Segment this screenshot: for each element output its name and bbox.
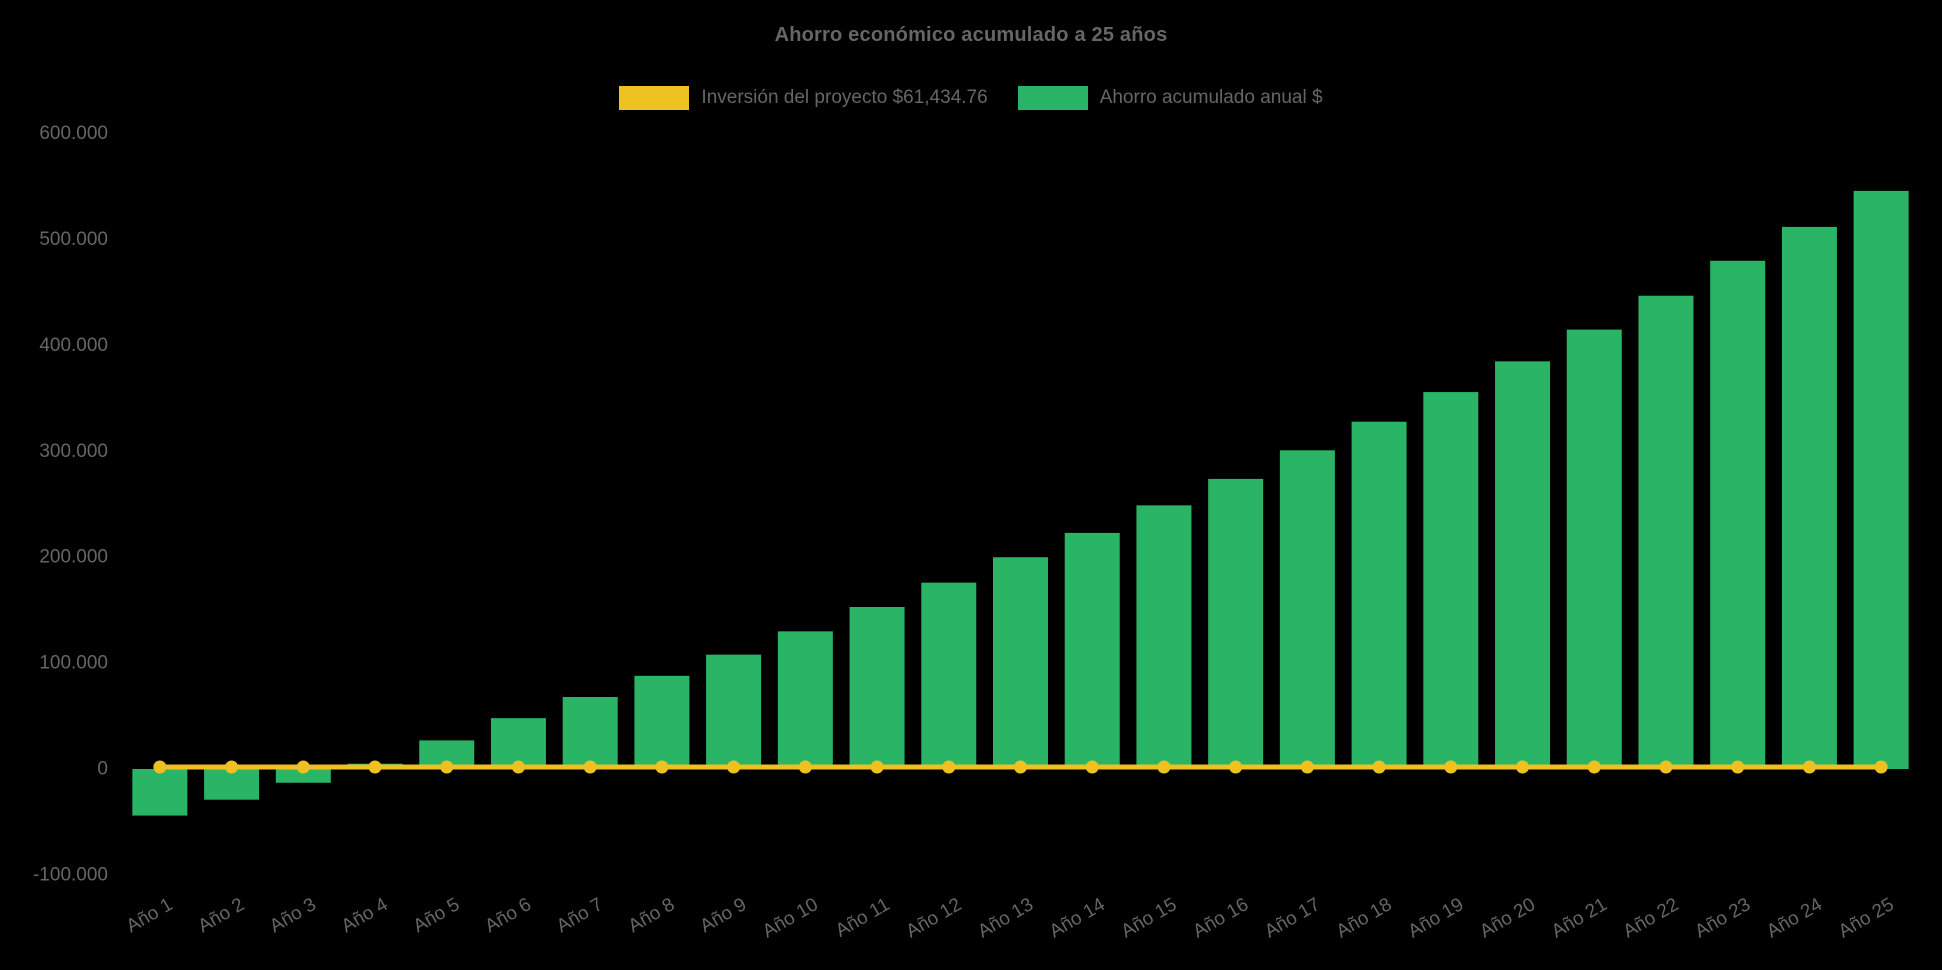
investment-point — [1802, 760, 1816, 774]
legend-item-investment[interactable]: Inversión del proyecto $61,434.76 — [619, 86, 988, 110]
savings-bar — [1351, 421, 1407, 769]
savings-bar — [777, 631, 833, 769]
investment-point — [798, 760, 812, 774]
y-axis-tick-label: 300.000 — [39, 441, 108, 462]
investment-point — [870, 760, 884, 774]
investment-point — [1874, 760, 1888, 774]
savings-bar — [921, 582, 977, 769]
savings-bar — [204, 769, 260, 800]
savings-bar — [634, 675, 690, 769]
x-axis-tick-label: Año 9 — [697, 894, 751, 937]
legend: Inversión del proyecto $61,434.76 Ahorro… — [0, 86, 1942, 110]
x-axis-tick-label: Año 23 — [1692, 894, 1755, 942]
x-axis-tick-label: Año 21 — [1548, 894, 1611, 942]
investment-point — [727, 760, 741, 774]
savings-bar — [275, 769, 331, 783]
savings-bar — [562, 697, 618, 769]
y-axis-tick-label: 500.000 — [39, 229, 108, 250]
investment-point — [368, 760, 382, 774]
y-axis-tick-label: -100.000 — [33, 864, 108, 885]
savings-bar — [1638, 295, 1694, 769]
savings-bar — [706, 654, 762, 769]
x-axis-tick-label: Año 24 — [1763, 894, 1826, 943]
x-axis-tick-label: Año 8 — [625, 894, 679, 937]
x-axis-tick-label: Año 22 — [1620, 894, 1683, 942]
investment-point — [1229, 760, 1243, 774]
savings-bar — [1566, 329, 1622, 769]
legend-label-savings: Ahorro acumulado anual $ — [1099, 87, 1323, 108]
x-axis-tick-label: Año 17 — [1261, 894, 1324, 942]
y-axis-tick-label: 100.000 — [39, 653, 108, 674]
legend-swatch-savings — [1017, 86, 1088, 110]
investment-point — [511, 760, 525, 774]
investment-point — [655, 760, 669, 774]
savings-bar — [1136, 505, 1192, 769]
x-axis-tick-label: Año 20 — [1476, 894, 1539, 942]
investment-point — [153, 760, 167, 774]
investment-point — [440, 760, 454, 774]
x-axis-tick-label: Año 14 — [1046, 894, 1109, 943]
savings-bar — [1781, 226, 1837, 769]
y-axis-tick-label: 200.000 — [39, 547, 108, 568]
investment-point — [1659, 760, 1673, 774]
investment-point — [1300, 760, 1314, 774]
investment-point — [583, 760, 597, 774]
investment-point — [225, 760, 239, 774]
legend-label-investment: Inversión del proyecto $61,434.76 — [701, 87, 988, 108]
savings-bar — [993, 557, 1048, 769]
x-axis-tick-label: Año 1 — [123, 894, 177, 937]
x-axis-tick-label: Año 12 — [903, 894, 966, 942]
investment-point — [942, 760, 956, 774]
x-axis-tick-label: Año 19 — [1405, 894, 1468, 942]
investment-point — [1157, 760, 1171, 774]
x-axis-tick-label: Año 13 — [974, 894, 1037, 942]
x-axis-tick-label: Año 11 — [832, 894, 893, 942]
x-axis-tick-label: Año 6 — [481, 894, 535, 937]
legend-swatch-investment — [619, 86, 690, 110]
savings-bar — [1064, 532, 1120, 769]
savings-bar — [1495, 361, 1551, 769]
x-axis-tick-label: Año 10 — [759, 894, 822, 942]
investment-point — [1516, 760, 1530, 774]
x-axis-tick-label: Año 2 — [195, 894, 249, 937]
investment-point — [1731, 760, 1745, 774]
investment-point — [1587, 760, 1601, 774]
x-axis-tick-label: Año 16 — [1189, 894, 1252, 942]
savings-bar — [1208, 478, 1264, 769]
investment-point — [1372, 760, 1386, 774]
y-axis-tick-label: 600.000 — [39, 123, 108, 144]
investment-point — [1085, 760, 1099, 774]
chart-title: Ahorro económico acumulado a 25 años — [774, 24, 1168, 46]
x-axis-tick-label: Año 15 — [1118, 894, 1181, 942]
y-axis-tick-label: 0 — [97, 759, 108, 780]
investment-point — [1014, 760, 1027, 774]
savings-bar — [1853, 190, 1909, 769]
savings-bar — [849, 607, 905, 769]
savings-bar — [1279, 450, 1335, 769]
x-axis-tick-label: Año 25 — [1835, 894, 1898, 942]
savings-bar — [1423, 392, 1479, 769]
savings-bar — [1710, 260, 1766, 769]
x-axis-tick-label: Año 3 — [266, 894, 320, 937]
legend-item-savings[interactable]: Ahorro acumulado anual $ — [1017, 86, 1323, 110]
x-axis-tick-label: Año 18 — [1333, 894, 1396, 942]
investment-point — [296, 760, 310, 774]
investment-point — [1444, 760, 1458, 774]
x-axis-tick-label: Año 7 — [553, 894, 607, 937]
y-axis-tick-label: 400.000 — [39, 335, 108, 356]
x-axis-tick-label: Año 5 — [410, 894, 464, 937]
x-axis-tick-label: Año 4 — [338, 894, 392, 937]
savings-bar — [132, 769, 188, 816]
